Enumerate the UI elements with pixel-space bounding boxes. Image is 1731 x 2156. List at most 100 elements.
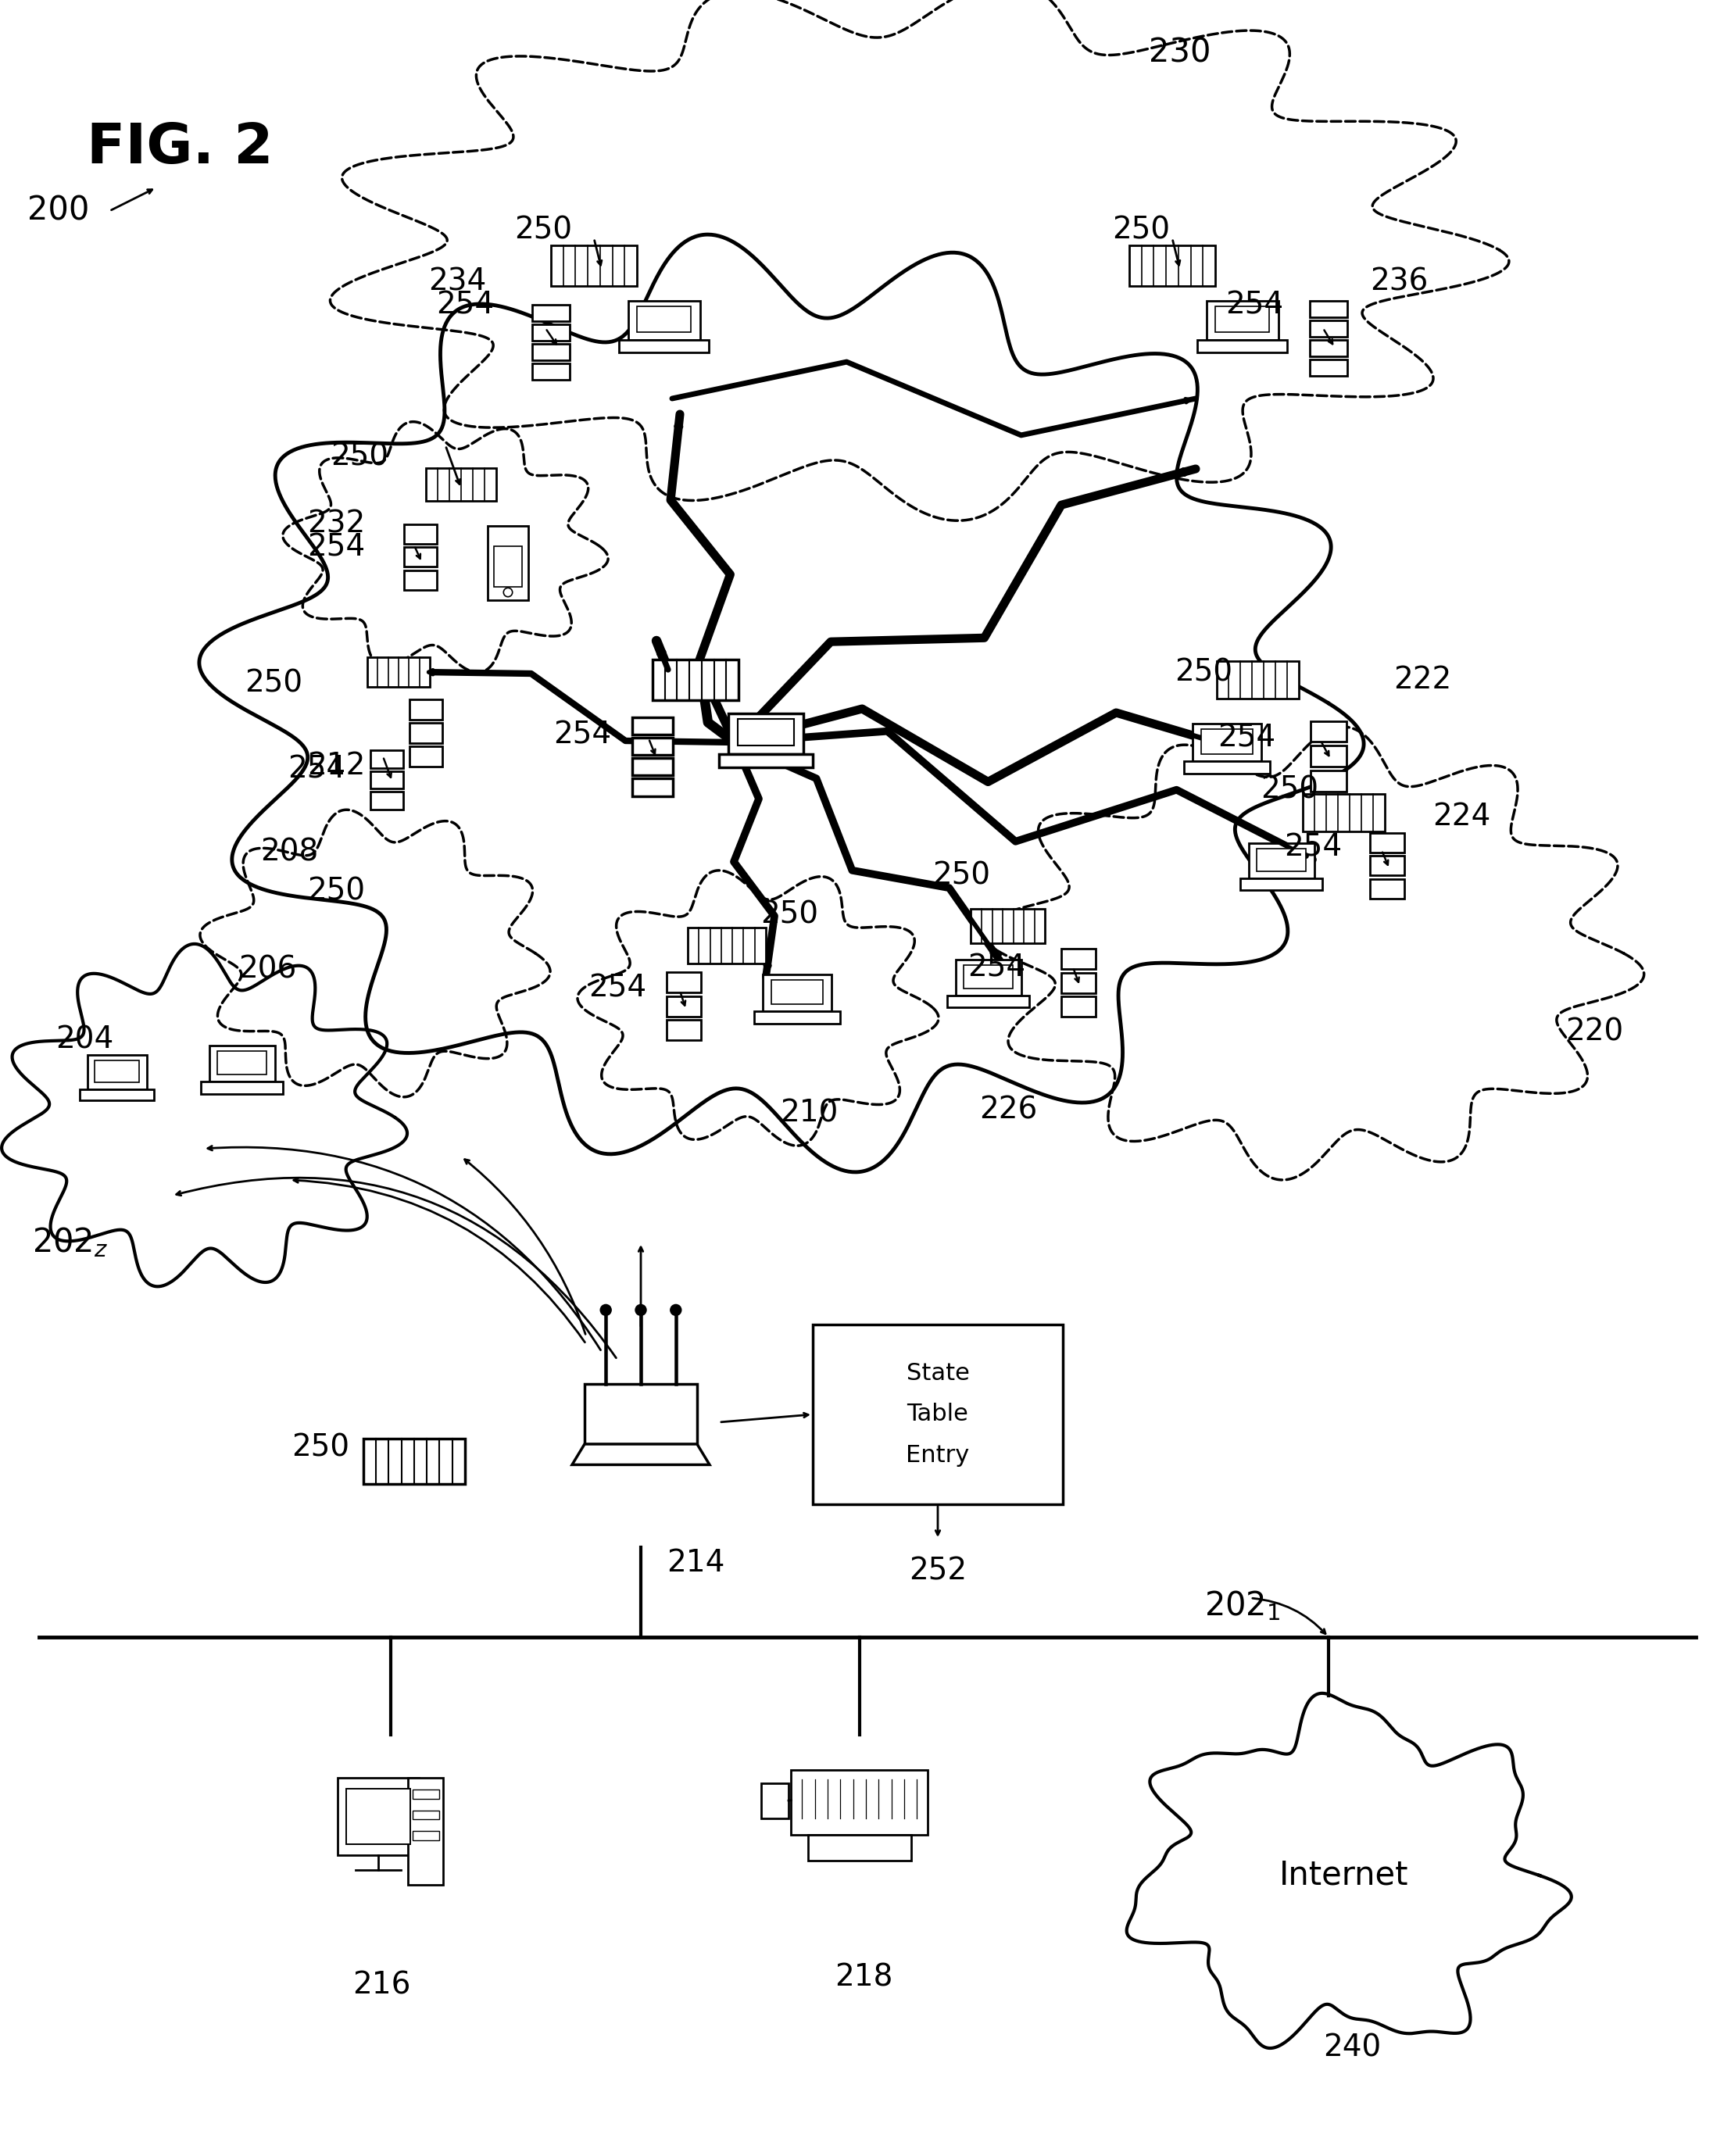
Bar: [1303, 793, 1385, 832]
Bar: [209, 1046, 275, 1082]
Bar: [1129, 246, 1215, 287]
Text: 208: 208: [260, 837, 319, 867]
Text: 234: 234: [428, 267, 486, 295]
Circle shape: [601, 1304, 611, 1315]
Bar: [410, 722, 443, 744]
Bar: [218, 1050, 267, 1074]
Bar: [737, 720, 795, 746]
Text: 254: 254: [436, 289, 493, 319]
Text: 250: 250: [933, 860, 990, 890]
Bar: [410, 746, 443, 765]
Bar: [1061, 996, 1096, 1018]
Bar: [1207, 302, 1279, 338]
Bar: [531, 323, 569, 341]
Circle shape: [635, 1304, 647, 1315]
Bar: [1310, 720, 1347, 742]
Bar: [666, 972, 701, 992]
Text: 202$_z$: 202$_z$: [33, 1227, 109, 1259]
Bar: [403, 524, 436, 543]
Bar: [1310, 360, 1347, 375]
Text: 254: 254: [1226, 289, 1283, 319]
Bar: [628, 302, 701, 338]
Bar: [338, 1779, 419, 1854]
Text: 250: 250: [1111, 216, 1170, 246]
Bar: [755, 1011, 840, 1024]
Bar: [531, 304, 569, 321]
Text: 204: 204: [55, 1024, 113, 1054]
Bar: [410, 699, 443, 720]
Bar: [367, 658, 429, 688]
Bar: [488, 526, 528, 599]
Bar: [80, 1089, 154, 1100]
Bar: [1061, 949, 1096, 968]
Text: 250: 250: [1175, 658, 1232, 688]
Text: 240: 240: [1322, 2033, 1381, 2063]
Bar: [637, 306, 691, 332]
Bar: [687, 927, 765, 964]
Bar: [1310, 321, 1347, 336]
Bar: [346, 1789, 410, 1843]
Text: 206: 206: [239, 955, 296, 983]
Text: 254: 254: [968, 953, 1025, 983]
Text: 254: 254: [1284, 832, 1342, 862]
Bar: [971, 910, 1046, 942]
Text: 222: 222: [1393, 664, 1451, 694]
Bar: [412, 1811, 440, 1820]
Bar: [718, 755, 814, 768]
Bar: [585, 1384, 698, 1445]
Text: 252: 252: [909, 1557, 966, 1585]
Polygon shape: [1127, 1692, 1572, 2048]
Bar: [1257, 849, 1307, 871]
Text: 212: 212: [306, 750, 365, 780]
Text: 218: 218: [834, 1962, 893, 1992]
Bar: [1310, 341, 1347, 356]
Text: 236: 236: [1369, 267, 1428, 295]
Bar: [1369, 832, 1404, 852]
Text: 200: 200: [28, 194, 90, 226]
Bar: [531, 343, 569, 360]
Text: 250: 250: [514, 216, 573, 246]
Text: 202$_1$: 202$_1$: [1205, 1589, 1281, 1623]
Bar: [762, 1783, 789, 1818]
Bar: [964, 966, 1013, 987]
Text: FIG. 2: FIG. 2: [87, 121, 273, 175]
Bar: [1184, 761, 1271, 774]
Text: 254: 254: [554, 720, 611, 750]
Text: Entry: Entry: [905, 1445, 969, 1466]
Bar: [729, 714, 803, 755]
Polygon shape: [571, 1445, 710, 1464]
Bar: [1193, 724, 1262, 761]
Bar: [412, 1830, 440, 1839]
Bar: [201, 1082, 284, 1093]
Bar: [370, 772, 403, 789]
Bar: [632, 718, 673, 735]
Text: 254: 254: [306, 533, 365, 563]
Text: 216: 216: [351, 1971, 410, 2001]
Bar: [364, 1438, 466, 1483]
Bar: [791, 1770, 928, 1835]
Text: State: State: [907, 1363, 969, 1384]
Bar: [632, 737, 673, 755]
Text: 214: 214: [666, 1548, 725, 1578]
Bar: [1310, 770, 1347, 791]
Text: 230: 230: [1149, 37, 1212, 69]
Text: 250: 250: [244, 668, 303, 699]
Bar: [531, 364, 569, 379]
Bar: [550, 246, 637, 287]
Text: 220: 220: [1565, 1018, 1624, 1046]
Bar: [772, 979, 822, 1005]
Bar: [409, 1779, 443, 1884]
Bar: [632, 778, 673, 796]
Text: Table: Table: [907, 1404, 969, 1425]
Bar: [1241, 877, 1322, 890]
Bar: [1369, 880, 1404, 899]
Text: 250: 250: [306, 875, 365, 906]
Bar: [403, 569, 436, 591]
Bar: [814, 1324, 1063, 1505]
Text: 232: 232: [306, 509, 365, 539]
Bar: [653, 660, 739, 701]
Text: 250: 250: [291, 1432, 350, 1462]
Bar: [88, 1054, 147, 1089]
Text: 250: 250: [1260, 774, 1319, 804]
Bar: [808, 1835, 911, 1861]
